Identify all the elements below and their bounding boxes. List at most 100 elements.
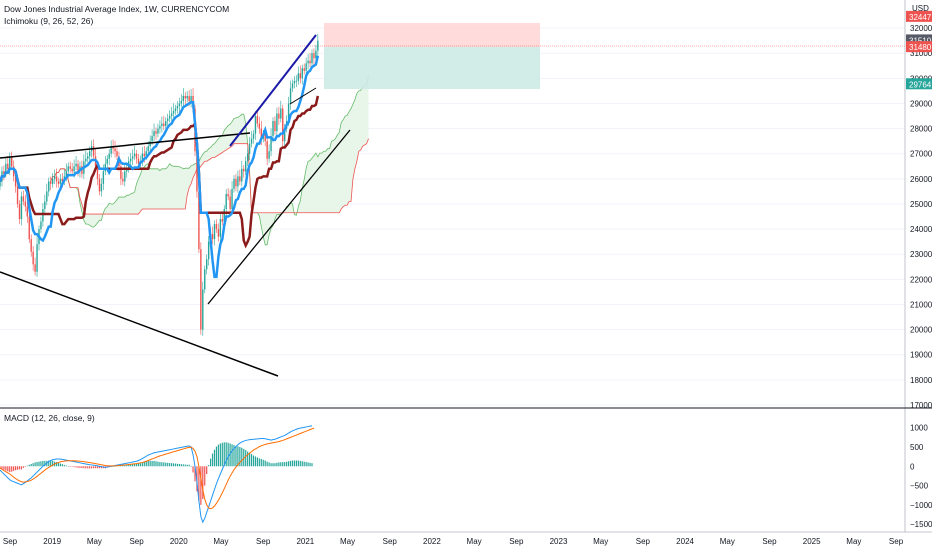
candle-body[interactable] xyxy=(110,146,112,154)
candle-body[interactable] xyxy=(67,166,69,172)
candle-body[interactable] xyxy=(315,50,317,59)
candle-body[interactable] xyxy=(200,249,202,330)
candle-body[interactable] xyxy=(278,113,280,119)
candle-body[interactable] xyxy=(32,251,34,265)
candle-body[interactable] xyxy=(69,166,71,169)
candle-body[interactable] xyxy=(206,259,208,270)
position-target-zone[interactable] xyxy=(324,23,540,47)
candle-body[interactable] xyxy=(65,171,67,177)
candle-body[interactable] xyxy=(87,156,89,159)
candle-body[interactable] xyxy=(92,146,95,157)
candle-body[interactable] xyxy=(246,153,249,162)
candle-body[interactable] xyxy=(55,176,58,182)
candle-body[interactable] xyxy=(229,196,231,210)
candle-body[interactable] xyxy=(159,126,161,129)
candle-body[interactable] xyxy=(9,156,11,169)
candle-body[interactable] xyxy=(241,168,243,182)
candle-body[interactable] xyxy=(301,68,303,79)
candle-body[interactable] xyxy=(126,168,128,172)
candle-body[interactable] xyxy=(57,181,60,184)
candle-body[interactable] xyxy=(207,241,210,260)
candle-body[interactable] xyxy=(36,244,38,272)
candle-body[interactable] xyxy=(264,133,266,142)
candle-body[interactable] xyxy=(231,188,233,210)
candle-body[interactable] xyxy=(46,191,48,202)
candle-body[interactable] xyxy=(3,171,5,174)
candle-body[interactable] xyxy=(48,181,50,192)
candle-body[interactable] xyxy=(272,121,274,137)
candle-body[interactable] xyxy=(85,158,87,162)
candle-body[interactable] xyxy=(276,113,278,132)
trendlines[interactable] xyxy=(0,34,351,377)
candle-body[interactable] xyxy=(71,168,73,172)
candle-body[interactable] xyxy=(104,163,106,172)
lower-triangle-line[interactable] xyxy=(0,271,279,377)
candle-body[interactable] xyxy=(100,183,103,192)
channel-upper-line[interactable] xyxy=(229,34,317,147)
candle-body[interactable] xyxy=(182,95,184,101)
candle-body[interactable] xyxy=(50,181,52,184)
candle-body[interactable] xyxy=(114,148,116,152)
time-axis[interactable]: Sep 2019 May Sep 2020 May Sep 2021 May Sep 2022 May… xyxy=(3,537,904,546)
candle-body[interactable] xyxy=(77,163,79,172)
candle-body[interactable] xyxy=(73,166,75,172)
candle-body[interactable] xyxy=(309,60,311,64)
candle-body[interactable] xyxy=(280,108,282,119)
candle-body[interactable] xyxy=(176,105,179,109)
candle-body[interactable] xyxy=(235,178,237,187)
candle-body[interactable] xyxy=(59,178,62,184)
candle-body[interactable] xyxy=(317,40,319,51)
candle-body[interactable] xyxy=(61,178,64,182)
candle-body[interactable] xyxy=(26,206,28,217)
candle-body[interactable] xyxy=(163,123,165,127)
candle-body[interactable] xyxy=(180,100,183,104)
candle-body[interactable] xyxy=(145,151,147,157)
candle-body[interactable] xyxy=(258,123,261,129)
candle-body[interactable] xyxy=(186,95,188,99)
candle-body[interactable] xyxy=(0,181,1,187)
candle-body[interactable] xyxy=(172,111,175,114)
candle-body[interactable] xyxy=(256,116,259,124)
candle-body[interactable] xyxy=(313,53,315,59)
candle-body[interactable] xyxy=(196,151,198,192)
candle-body[interactable] xyxy=(311,53,313,64)
candle-body[interactable] xyxy=(219,219,222,237)
rising-support-line[interactable] xyxy=(207,129,351,305)
candle-body[interactable] xyxy=(131,156,134,159)
candle-body[interactable] xyxy=(287,103,290,122)
candle-body[interactable] xyxy=(51,178,54,184)
candle-body[interactable] xyxy=(89,151,91,157)
candle-body[interactable] xyxy=(34,264,36,272)
candle-body[interactable] xyxy=(7,163,9,169)
candle-body[interactable] xyxy=(53,176,56,179)
candle-body[interactable] xyxy=(168,116,171,119)
candle-body[interactable] xyxy=(40,221,42,230)
candle-body[interactable] xyxy=(307,60,309,64)
candle-body[interactable] xyxy=(221,219,223,222)
candle-body[interactable] xyxy=(151,136,153,142)
candle-body[interactable] xyxy=(289,88,292,104)
candle-body[interactable] xyxy=(120,166,122,179)
candle-body[interactable] xyxy=(108,153,110,159)
candle-body[interactable] xyxy=(112,146,114,149)
upper-triangle-line[interactable] xyxy=(0,132,251,159)
candle-body[interactable] xyxy=(293,80,296,84)
candle-body[interactable] xyxy=(217,229,220,237)
candle-body[interactable] xyxy=(239,176,241,182)
candle-body[interactable] xyxy=(227,193,229,197)
candle-body[interactable] xyxy=(22,196,25,202)
candle-body[interactable] xyxy=(14,176,17,187)
candle-body[interactable] xyxy=(270,136,272,152)
candle-body[interactable] xyxy=(147,146,149,152)
candle-body[interactable] xyxy=(96,166,99,179)
candle-body[interactable] xyxy=(204,269,206,290)
candle-body[interactable] xyxy=(174,108,177,112)
candle-body[interactable] xyxy=(190,95,192,101)
candle-body[interactable] xyxy=(44,201,46,210)
candle-body[interactable] xyxy=(215,224,218,230)
candle-body[interactable] xyxy=(28,216,30,240)
candle-body[interactable] xyxy=(245,161,247,172)
candle-body[interactable] xyxy=(143,153,145,157)
candle-body[interactable] xyxy=(250,138,253,144)
